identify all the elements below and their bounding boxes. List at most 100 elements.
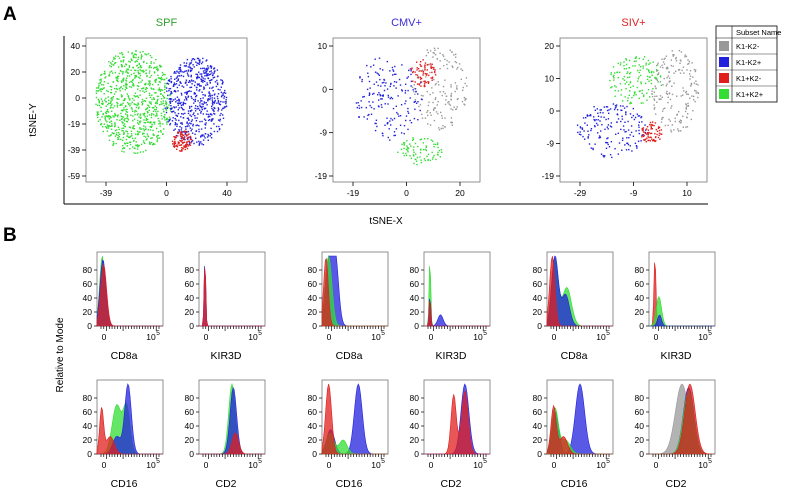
tsne-point: [144, 142, 146, 145]
tsne-point: [210, 133, 213, 135]
tsne-point: [207, 98, 209, 100]
tsne-point: [150, 101, 152, 103]
tsne-point: [188, 141, 191, 144]
tsne-point: [140, 81, 142, 83]
tsne-point: [138, 62, 140, 65]
tsne-point: [140, 116, 142, 118]
tsne-point: [154, 79, 157, 81]
tsne-point: [441, 151, 443, 153]
tsne-point: [199, 60, 201, 62]
tsne-point: [665, 55, 668, 57]
tsne-point: [415, 160, 418, 162]
tsne-point: [624, 83, 626, 85]
tsne-point: [146, 62, 148, 64]
tsne-point: [451, 124, 453, 126]
histogram-y-tick-label: 40: [308, 421, 318, 431]
histogram-y-tick-label: 60: [83, 407, 93, 417]
tsne-point: [413, 117, 416, 120]
tsne-point: [625, 59, 628, 61]
tsne-point: [115, 76, 117, 78]
tsne-point: [168, 79, 170, 81]
tsne-point: [223, 95, 226, 98]
tsne-point: [177, 75, 179, 77]
tsne-point: [193, 142, 195, 145]
tsne-point: [368, 94, 370, 96]
tsne-point: [184, 82, 187, 84]
tsne-point: [687, 105, 690, 107]
tsne-point: [609, 154, 612, 156]
tsne-point: [405, 152, 407, 155]
tsne-point: [149, 102, 151, 105]
tsne-point: [160, 79, 162, 81]
tsne-point: [214, 107, 216, 110]
tsne-point: [178, 98, 180, 100]
tsne-point: [126, 135, 129, 137]
histogram-area: [199, 268, 265, 327]
tsne-point: [95, 90, 98, 92]
tsne-point: [209, 115, 211, 118]
tsne-point: [135, 106, 138, 109]
tsne-point: [697, 91, 699, 94]
tsne-point: [211, 118, 213, 121]
tsne-point: [129, 135, 132, 138]
tsne-point: [120, 138, 122, 141]
tsne-point: [201, 79, 204, 82]
tsne-plot-frame: [332, 37, 481, 183]
tsne-point: [177, 141, 179, 143]
tsne-point: [124, 89, 126, 91]
tsne-point: [195, 124, 197, 127]
tsne-point: [217, 97, 219, 100]
tsne-point: [670, 129, 672, 131]
tsne-point: [416, 163, 418, 166]
tsne-point: [436, 104, 438, 106]
tsne-point: [170, 78, 172, 80]
tsne-point: [617, 76, 619, 79]
tsne-point: [445, 95, 448, 97]
tsne-point: [593, 106, 595, 108]
tsne-point: [123, 107, 125, 109]
tsne-point: [632, 107, 634, 110]
tsne-point: [148, 106, 151, 108]
tsne-point: [163, 73, 165, 75]
tsne-point: [649, 140, 651, 142]
tsne-point: [189, 105, 191, 108]
tsne-point: [106, 110, 108, 112]
tsne-point: [629, 71, 632, 74]
tsne-point: [381, 94, 383, 97]
tsne-point: [678, 130, 680, 132]
tsne-point: [675, 70, 677, 73]
tsne-point: [584, 122, 586, 124]
tsne-point: [437, 113, 439, 115]
tsne-point: [431, 158, 434, 160]
tsne-point: [138, 131, 140, 133]
tsne-point: [609, 125, 612, 127]
tsne-point: [139, 94, 141, 96]
tsne-point: [450, 99, 452, 101]
tsne-point: [177, 104, 179, 106]
tsne-point: [180, 127, 183, 129]
tsne-point: [666, 77, 668, 79]
tsne-point: [629, 102, 631, 105]
tsne-point: [651, 95, 654, 98]
histogram-x-tick-label: 5: [483, 330, 487, 337]
tsne-point: [426, 73, 428, 75]
tsne-point: [205, 72, 207, 74]
tsne-point: [183, 134, 185, 136]
tsne-point: [106, 115, 108, 117]
tsne-point: [97, 98, 99, 101]
tsne-point: [160, 65, 162, 68]
tsne-point: [637, 140, 640, 142]
tsne-point: [174, 83, 176, 86]
tsne-point: [641, 136, 643, 138]
tsne-point: [177, 112, 180, 115]
tsne-point: [676, 113, 678, 115]
tsne-point: [125, 80, 128, 82]
tsne-point: [115, 129, 118, 131]
tsne-point: [414, 88, 417, 90]
tsne-point: [203, 72, 206, 74]
tsne-point: [610, 87, 612, 89]
tsne-point: [659, 66, 662, 68]
tsne-point: [213, 130, 216, 133]
tsne-point: [131, 97, 134, 100]
tsne-point: [178, 72, 180, 75]
